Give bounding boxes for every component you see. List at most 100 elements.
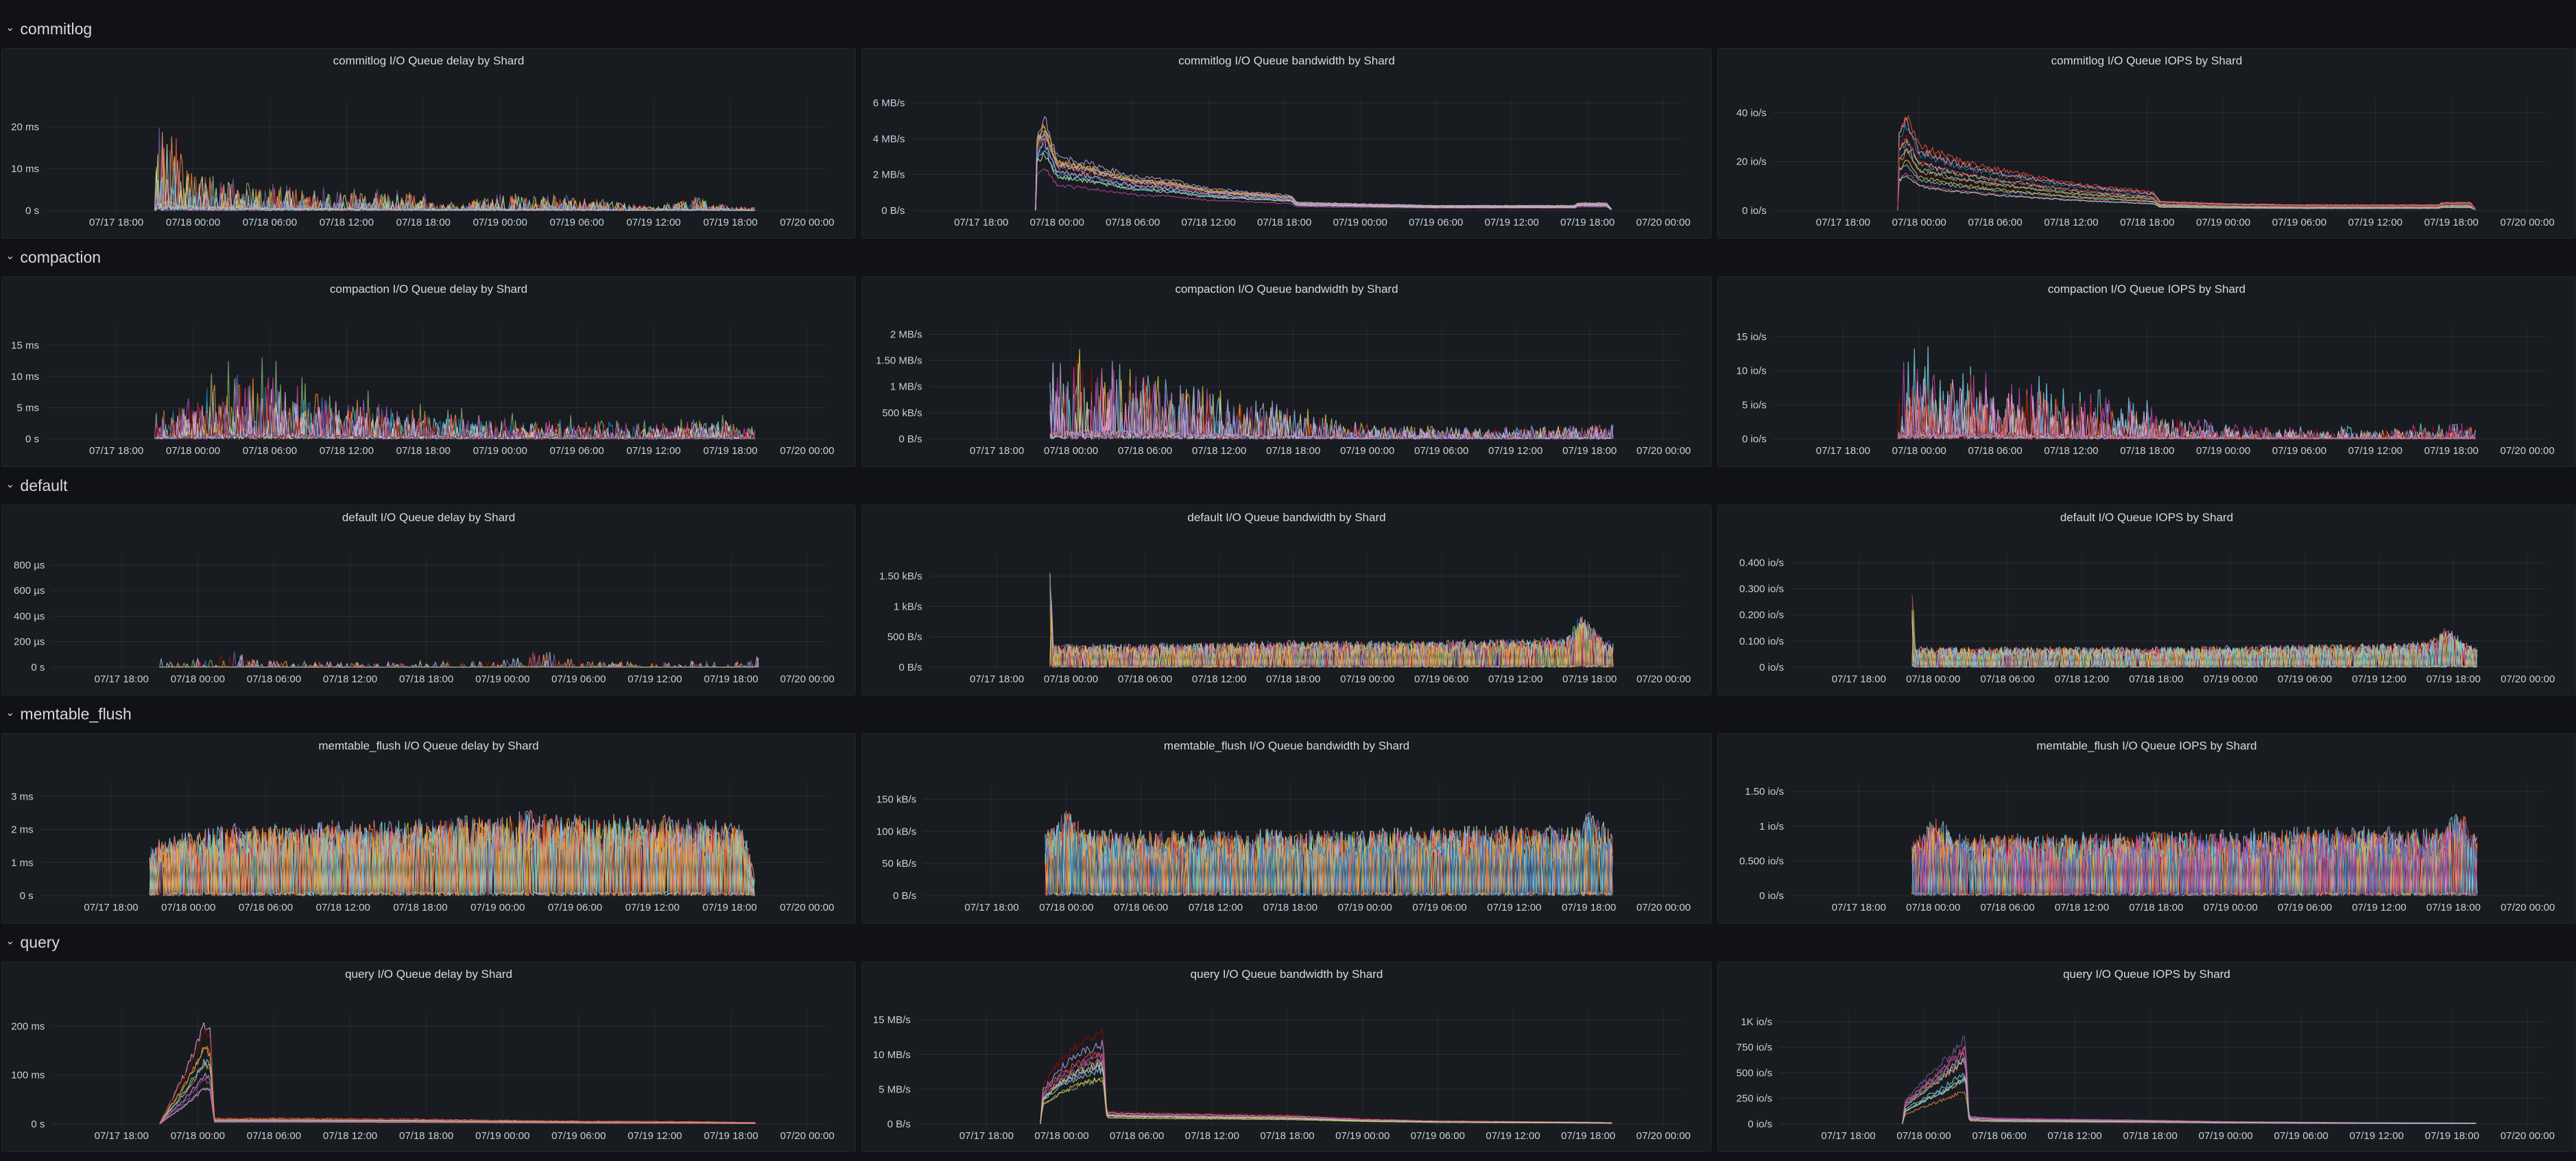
panel-row: query I/O Queue delay by Shard 07/17 18:0…: [1, 961, 2576, 1152]
x-tick-label: 07/20 00:00: [2501, 1130, 2555, 1142]
panel[interactable]: memtable_flush I/O Queue IOPS by Shard 07…: [1717, 733, 2576, 924]
x-tick-label: 07/19 12:00: [2348, 445, 2402, 457]
row-toggle[interactable]: ⌄ commitlog: [5, 15, 92, 43]
panel[interactable]: commitlog I/O Queue delay by Shard 07/17 …: [1, 48, 856, 239]
panel-title[interactable]: memtable_flush I/O Queue IOPS by Shard: [2036, 739, 2257, 752]
y-tick-label: 0 io/s: [1759, 890, 1784, 902]
time-series-chart: 07/17 18:00 07/18 00:00 07/18 06:00 07/18 1…: [873, 1012, 1691, 1142]
row-toggle[interactable]: ⌄ compaction: [5, 243, 101, 271]
series-line-shard-9: [1049, 359, 1614, 440]
x-tick-label: 07/20 00:00: [2501, 902, 2555, 913]
x-tick-label: 07/20 00:00: [1636, 217, 1691, 228]
time-series-chart: 07/17 18:00 07/18 00:00 07/18 06:00 07/18 1…: [1739, 555, 2555, 685]
series-line-shard-1: [1049, 610, 1614, 669]
series-line-shard-0: [1897, 115, 2476, 211]
x-tick-label: 07/18 00:00: [1892, 445, 1946, 457]
series-line-shard-11: [1049, 615, 1614, 668]
panel[interactable]: default I/O Queue bandwidth by Shard 07/1…: [861, 505, 1712, 695]
x-tick-label: 07/19 18:00: [702, 902, 756, 913]
panel-title[interactable]: memtable_flush I/O Queue delay by Shard: [318, 739, 539, 752]
series-line-shard-6: [1045, 817, 1613, 897]
panel-title[interactable]: compaction I/O Queue bandwidth by Shard: [1175, 283, 1398, 296]
row-toggle[interactable]: ⌄ default: [5, 472, 67, 499]
y-tick-label: 5 ms: [16, 402, 39, 414]
panel[interactable]: compaction I/O Queue IOPS by Shard 07/17 …: [1717, 276, 2576, 467]
panel[interactable]: memtable_flush I/O Queue bandwidth by Sh…: [861, 733, 1712, 924]
x-tick-label: 07/17 18:00: [970, 445, 1024, 457]
panel[interactable]: compaction I/O Queue delay by Shard 07/17…: [1, 276, 856, 467]
series-line-shard-11: [159, 659, 759, 669]
x-tick-label: 07/18 18:00: [1263, 902, 1317, 913]
x-tick-label: 07/17 18:00: [84, 902, 138, 913]
panel[interactable]: query I/O Queue bandwidth by Shard 07/17 …: [861, 961, 1712, 1152]
x-tick-label: 07/19 06:00: [2278, 902, 2332, 913]
panel[interactable]: query I/O Queue IOPS by Shard 07/17 18:00…: [1717, 961, 2576, 1152]
y-tick-label: 0 B/s: [898, 433, 922, 445]
x-tick-label: 07/19 00:00: [1333, 217, 1387, 228]
x-tick-label: 07/18 00:00: [1906, 902, 1960, 913]
panel[interactable]: default I/O Queue IOPS by Shard 07/17 18:…: [1717, 505, 2576, 695]
panel-title[interactable]: default I/O Queue delay by Shard: [342, 511, 516, 524]
x-tick-label: 07/19 06:00: [548, 902, 602, 913]
x-tick-label: 07/19 12:00: [1488, 445, 1542, 457]
panel[interactable]: commitlog I/O Queue bandwidth by Shard 07…: [861, 48, 1712, 239]
x-tick-label: 07/18 12:00: [1192, 445, 1246, 457]
y-tick-label: 200 ms: [11, 1020, 45, 1032]
panel-title[interactable]: query I/O Queue IOPS by Shard: [2063, 968, 2230, 981]
panel[interactable]: commitlog I/O Queue IOPS by Shard 07/17 1…: [1717, 48, 2576, 239]
series-line-shard-9: [1035, 151, 1612, 211]
x-tick-label: 07/18 12:00: [2044, 217, 2098, 228]
panel-title[interactable]: default I/O Queue bandwidth by Shard: [1187, 511, 1386, 524]
x-tick-label: 07/20 00:00: [780, 1130, 834, 1142]
series-line-shard-8: [159, 1045, 756, 1125]
y-tick-label: 50 kB/s: [882, 858, 916, 870]
panel-title[interactable]: commitlog I/O Queue IOPS by Shard: [2051, 54, 2243, 67]
series-line-shard-10: [159, 1077, 756, 1125]
panel[interactable]: memtable_flush I/O Queue delay by Shard 0…: [1, 733, 856, 924]
panel-title[interactable]: default I/O Queue IOPS by Shard: [2060, 511, 2234, 524]
x-tick-label: 07/20 00:00: [1636, 673, 1691, 685]
time-series-chart: 07/17 18:00 07/18 00:00 07/18 06:00 07/18 1…: [1737, 98, 2555, 228]
y-tick-label: 600 µs: [14, 585, 45, 597]
panel-title[interactable]: commitlog I/O Queue bandwidth by Shard: [1178, 54, 1395, 67]
x-tick-label: 07/18 18:00: [1266, 445, 1320, 457]
row-memtable-flush: ⌄ memtable_flush memtable_flush I/O Queue …: [0, 685, 2576, 924]
x-tick-label: 07/20 00:00: [780, 445, 834, 457]
series-line-shard-10: [1897, 138, 2476, 211]
x-tick-label: 07/18 12:00: [320, 217, 374, 228]
x-tick-label: 07/19 12:00: [1486, 1130, 1540, 1142]
panel-title[interactable]: compaction I/O Queue IOPS by Shard: [2047, 283, 2246, 296]
panel[interactable]: compaction I/O Queue bandwidth by Shard 0…: [861, 276, 1712, 467]
time-series-chart: 07/17 18:00 07/18 00:00 07/18 06:00 07/18 1…: [876, 783, 1691, 913]
panel[interactable]: query I/O Queue delay by Shard 07/17 18:0…: [1, 961, 856, 1152]
x-tick-label: 07/18 06:00: [247, 673, 301, 685]
time-series-chart: 07/17 18:00 07/18 00:00 07/18 06:00 07/18 1…: [11, 783, 834, 913]
x-tick-label: 07/20 00:00: [2501, 217, 2555, 228]
y-tick-label: 0 B/s: [887, 1118, 911, 1130]
series-line-shard-7: [1035, 168, 1612, 211]
panel-title[interactable]: query I/O Queue delay by Shard: [345, 968, 512, 981]
panel[interactable]: default I/O Queue delay by Shard 07/17 18…: [1, 505, 856, 695]
panel-title[interactable]: query I/O Queue bandwidth by Shard: [1190, 968, 1383, 981]
y-tick-label: 500 kB/s: [882, 407, 922, 419]
series-line-shard-0: [1902, 1036, 2477, 1125]
time-series-chart: 07/17 18:00 07/18 00:00 07/18 06:00 07/18 1…: [1737, 1012, 2555, 1142]
x-tick-label: 07/18 12:00: [323, 673, 377, 685]
chevron-down-icon: ⌄: [5, 707, 15, 719]
series-line-shard-7: [159, 1058, 756, 1125]
series-line-shard-9: [154, 389, 756, 440]
x-tick-label: 07/20 00:00: [2501, 445, 2555, 457]
series-line-shard-11: [1040, 1060, 1612, 1125]
row-toggle[interactable]: ⌄ query: [5, 929, 60, 956]
x-tick-label: 07/18 12:00: [1192, 673, 1246, 685]
x-tick-label: 07/19 18:00: [704, 673, 758, 685]
row-toggle[interactable]: ⌄ memtable_flush: [5, 700, 132, 728]
x-tick-label: 07/20 00:00: [780, 217, 834, 228]
row-title: default: [20, 476, 68, 494]
panel-title[interactable]: compaction I/O Queue delay by Shard: [329, 283, 528, 296]
series-line-shard-0: [1049, 594, 1614, 669]
panel-title[interactable]: commitlog I/O Queue delay by Shard: [333, 54, 525, 67]
x-tick-label: 07/19 12:00: [628, 1130, 682, 1142]
panel-title[interactable]: memtable_flush I/O Queue bandwidth by Sh…: [1163, 739, 1410, 752]
x-tick-label: 07/19 12:00: [2348, 217, 2402, 228]
